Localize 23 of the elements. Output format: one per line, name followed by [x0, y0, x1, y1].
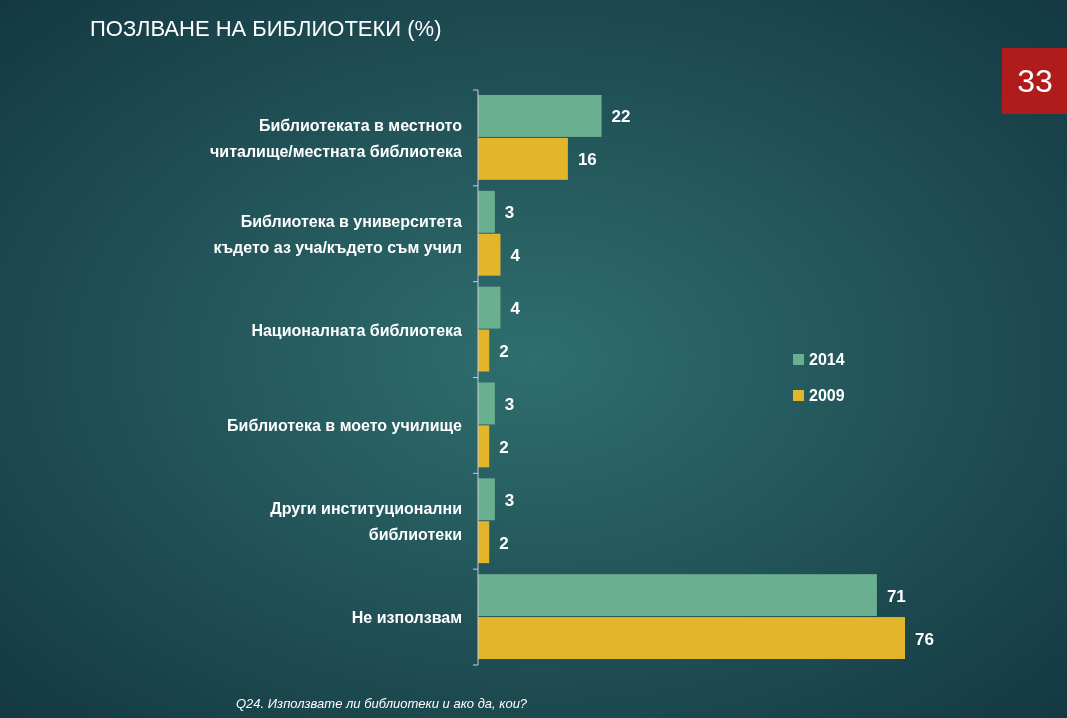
y-tick-label: Не използвам: [351, 609, 462, 627]
data-label: 22: [611, 107, 631, 127]
data-label: 16: [577, 150, 597, 170]
text: 33: [1017, 63, 1053, 99]
legend-label: 2009: [809, 387, 845, 404]
data-label: 71: [886, 586, 906, 606]
data-label: 3: [504, 490, 515, 510]
data-label: 4: [510, 246, 521, 266]
data-label: 2: [499, 533, 509, 553]
y-tick-label: Библиотеката в местното читалище/местната библиотека: [210, 116, 463, 160]
y-tick-label: Други институционални библиотеки: [270, 500, 462, 544]
text: ПОЗЛВАНЕ НА БИБЛИОТЕКИ (%): [90, 16, 442, 41]
legend-label: 2014: [809, 351, 845, 368]
data-label: 2: [499, 437, 509, 457]
y-tick-label: Библиотека в моето училище: [227, 417, 463, 435]
data-label: 3: [504, 203, 515, 223]
data-label: 3: [504, 394, 515, 414]
y-tick-label: Националната библиотека: [251, 321, 463, 339]
data-label: 76: [915, 629, 934, 649]
data-label: 2: [499, 342, 509, 362]
y-tick-label: Библиотека в университета където аз уча/където съм учил: [213, 212, 463, 256]
text: Q24. Използвате ли библиотеки и ако да, кои?: [236, 696, 528, 711]
data-label: 4: [510, 299, 521, 319]
